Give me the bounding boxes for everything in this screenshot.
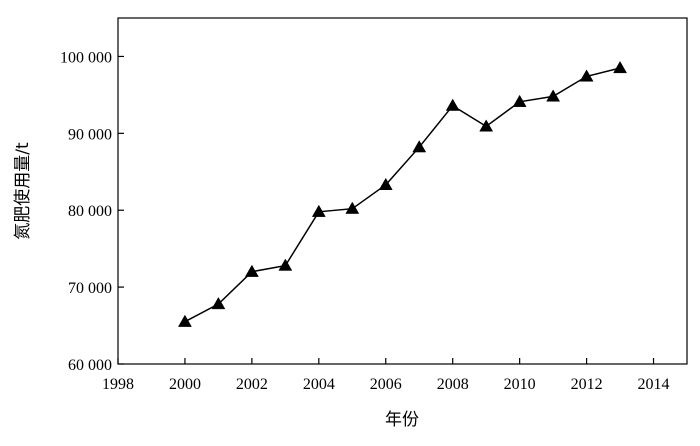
y-tick-label: 90 000 — [68, 126, 112, 143]
y-axis: 60 000 70 000 80 000 90 000 100 000 — [60, 49, 124, 374]
data-point — [579, 69, 594, 82]
y-tick-label: 100 000 — [60, 49, 112, 66]
data-point — [311, 204, 326, 217]
x-tick-label: 2014 — [638, 376, 670, 393]
data-point — [512, 94, 527, 107]
x-tick-label: 2004 — [303, 376, 335, 393]
x-tick-label: 2002 — [236, 376, 268, 393]
x-tick-label: 2008 — [437, 376, 469, 393]
x-tick-label: 2006 — [370, 376, 402, 393]
series-line — [184, 67, 621, 323]
data-point — [345, 201, 360, 214]
x-tick-label: 2010 — [504, 376, 536, 393]
x-axis-title: 年份 — [385, 410, 419, 430]
data-point — [479, 119, 494, 132]
plot-frame — [117, 17, 688, 365]
data-point — [244, 264, 259, 277]
x-tick-label: 2012 — [571, 376, 603, 393]
data-point — [613, 60, 627, 74]
data-point — [412, 140, 427, 153]
x-tick-label: 2000 — [169, 376, 201, 393]
data-point — [278, 258, 293, 271]
data-point — [445, 98, 460, 111]
data-point — [378, 177, 393, 190]
data-point — [211, 297, 226, 310]
x-tick-label: 1998 — [102, 376, 134, 393]
y-axis-title: 氮肥使用量/t — [12, 142, 33, 240]
y-tick-label: 70 000 — [68, 280, 112, 297]
data-point — [178, 314, 192, 327]
y-tick-label: 60 000 — [68, 357, 112, 374]
data-markers — [178, 60, 627, 327]
x-axis: 1998 2000 2002 2004 2006 2008 2010 2012 2014 — [102, 358, 670, 393]
data-point — [546, 89, 561, 102]
y-tick-label: 80 000 — [68, 203, 112, 220]
